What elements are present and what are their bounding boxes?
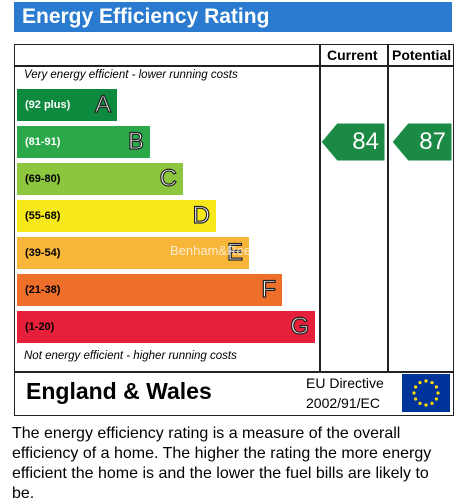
band-range-label: (21-38) <box>25 284 61 296</box>
header-divider <box>14 65 454 67</box>
band-a: (92 plus) A <box>17 89 117 121</box>
divider-potential <box>387 44 389 372</box>
band-range-label: (92 plus) <box>25 99 71 111</box>
band-range-label: (81-91) <box>25 136 61 148</box>
page-title: Energy Efficiency Rating <box>14 2 452 32</box>
potential-rating-arrow-shape <box>392 123 452 161</box>
current-rating-arrow: 84 <box>321 123 385 161</box>
rating-frame <box>14 44 454 416</box>
column-potential-label: Potential <box>392 47 452 63</box>
directive-line-2: 2002/91/EC <box>306 395 380 411</box>
band-letter-label: C <box>159 164 178 192</box>
band-letter-label: D <box>192 201 211 229</box>
divider-current <box>319 44 321 372</box>
band-letter-label: A <box>94 90 111 118</box>
band-letter-label: E <box>226 238 243 266</box>
potential-rating-arrow: 87 <box>392 123 452 161</box>
column-current-label: Current <box>327 47 378 63</box>
band-letter-label: B <box>127 127 144 155</box>
eu-flag-icon <box>402 374 450 412</box>
band-e: (39-54) E <box>17 237 249 269</box>
band-range-label: (1-20) <box>25 321 55 333</box>
current-rating-arrow-value: 84 <box>352 128 379 155</box>
band-c: (69-80) C <box>17 163 183 195</box>
watermark: Benham&Reeves <box>170 243 272 258</box>
directive-label: EU Directive 2002/91/EC <box>306 373 384 413</box>
band-letter-label: G <box>290 312 310 340</box>
country-label: England & Wales <box>26 378 212 404</box>
band-f: (21-38) F <box>17 274 282 306</box>
band-range-label: (39-54) <box>25 247 61 259</box>
band-d: (55-68) D <box>17 200 216 232</box>
band-range-label: (55-68) <box>25 210 61 222</box>
potential-rating-arrow-value: 87 <box>419 128 446 155</box>
current-rating-arrow-shape <box>321 123 385 161</box>
band-range-label: (69-80) <box>25 173 61 185</box>
band-b: (81-91) B <box>17 126 150 158</box>
directive-line-1: EU Directive <box>306 375 384 391</box>
note-bottom: Not energy efficient - higher running co… <box>24 350 237 362</box>
footer-divider <box>14 371 454 373</box>
note-top: Very energy efficient - lower running co… <box>24 69 238 81</box>
band-letter-label: F <box>261 275 277 303</box>
caption-text: The energy efficiency rating is a measur… <box>12 425 432 502</box>
band-g: (1-20) G <box>17 311 315 343</box>
